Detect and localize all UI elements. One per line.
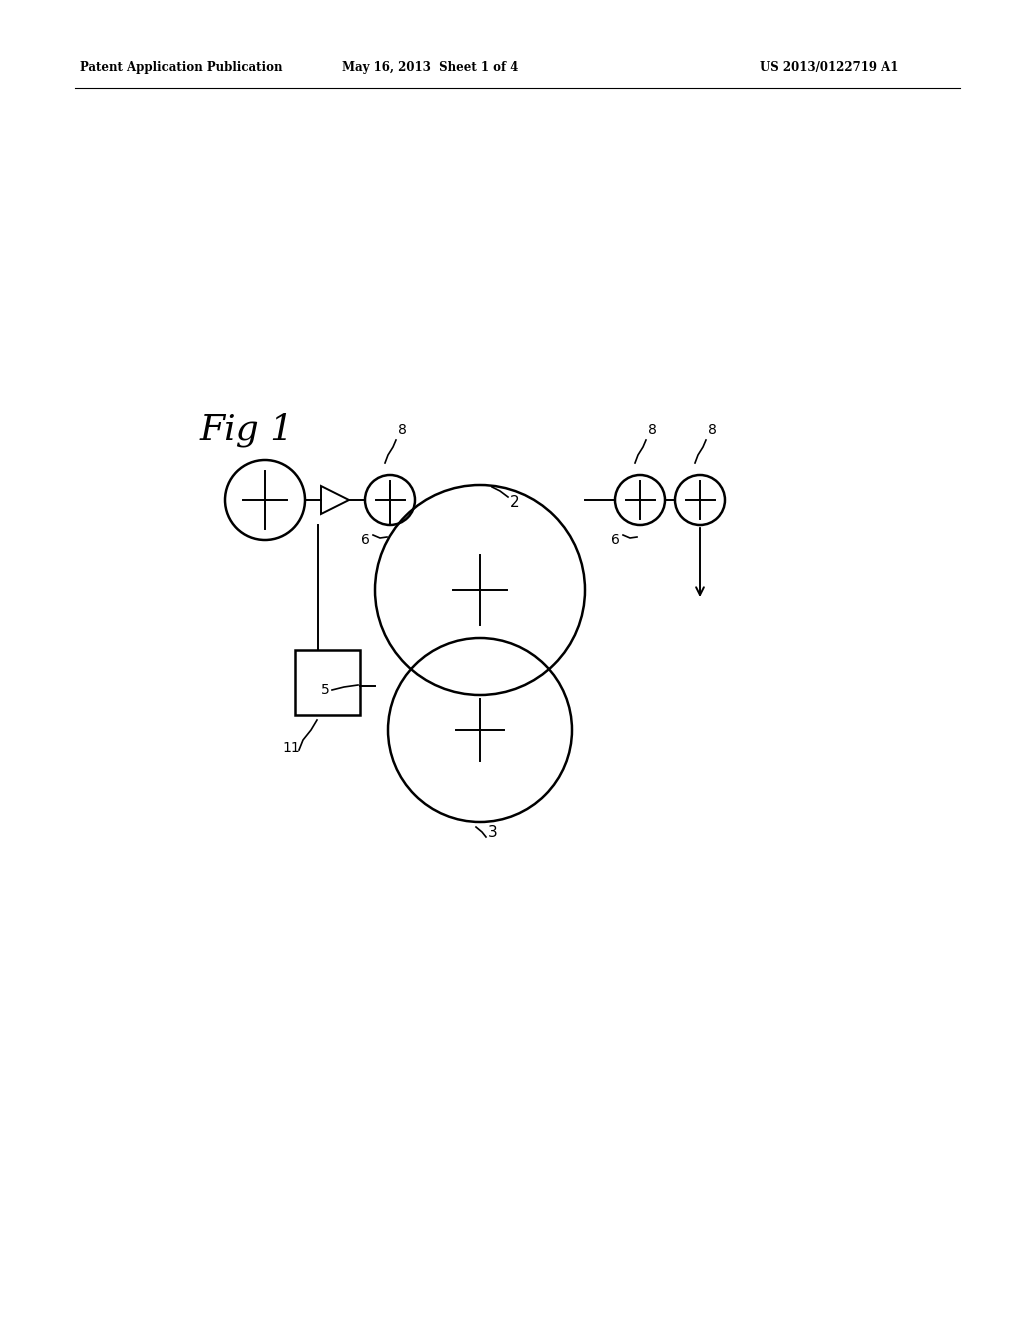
- Text: 3: 3: [488, 825, 498, 840]
- Text: 11: 11: [283, 741, 300, 755]
- Text: Fig 1: Fig 1: [200, 413, 294, 447]
- Bar: [295, 649, 360, 715]
- Text: May 16, 2013  Sheet 1 of 4: May 16, 2013 Sheet 1 of 4: [342, 62, 518, 74]
- Text: 8: 8: [648, 422, 656, 437]
- Text: Patent Application Publication: Patent Application Publication: [80, 62, 283, 74]
- Text: 8: 8: [708, 422, 717, 437]
- Text: 5: 5: [322, 682, 330, 697]
- Text: 2: 2: [510, 495, 519, 510]
- Text: US 2013/0122719 A1: US 2013/0122719 A1: [760, 62, 898, 74]
- Text: 6: 6: [611, 533, 620, 546]
- Text: 6: 6: [361, 533, 370, 546]
- Text: 8: 8: [398, 422, 407, 437]
